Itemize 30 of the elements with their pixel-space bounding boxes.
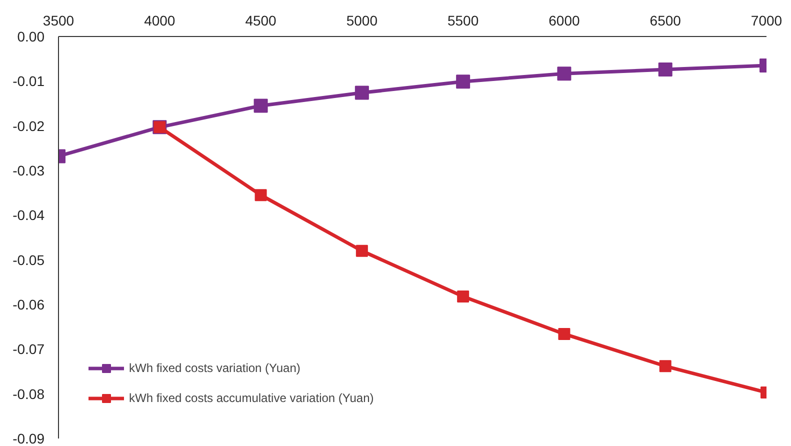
- y-tick-label: -0.02: [12, 118, 45, 134]
- x-tick-label: 4500: [245, 12, 277, 28]
- y-tick-label: -0.05: [12, 252, 45, 268]
- y-tick-label: -0.01: [12, 73, 45, 90]
- point: [558, 328, 570, 340]
- point: [659, 360, 672, 372]
- legend-label: kWh fixed costs accumulative variation (Yuan): [129, 391, 374, 405]
- y-tick-label: -0.06: [12, 296, 45, 312]
- legend-label: kWh fixed costs variation (Yuan): [129, 361, 300, 375]
- point: [457, 290, 470, 302]
- x-tick-label: 7000: [750, 12, 782, 28]
- x-tick-label: 4000: [144, 12, 176, 28]
- point: [557, 66, 572, 81]
- point: [354, 86, 369, 100]
- point: [254, 98, 268, 113]
- y-tick-label: -0.09: [12, 430, 45, 446]
- x-tick-label: 6000: [548, 12, 580, 28]
- y-tick-label: -0.04: [12, 207, 45, 224]
- point: [456, 74, 470, 89]
- y-tick-label: -0.07: [12, 341, 45, 358]
- x-tick-label: 6500: [650, 12, 682, 28]
- x-tick-label: 5500: [448, 12, 479, 28]
- y-tick-label: 0.00: [17, 28, 45, 44]
- y-tick-label: -0.03: [12, 162, 45, 178]
- y-tick-label: -0.08: [12, 386, 45, 402]
- point: [658, 62, 672, 77]
- point: [254, 189, 267, 202]
- x-tick-label: 5000: [346, 12, 378, 28]
- point: [356, 244, 368, 257]
- x-tick-label: 3500: [42, 12, 74, 28]
